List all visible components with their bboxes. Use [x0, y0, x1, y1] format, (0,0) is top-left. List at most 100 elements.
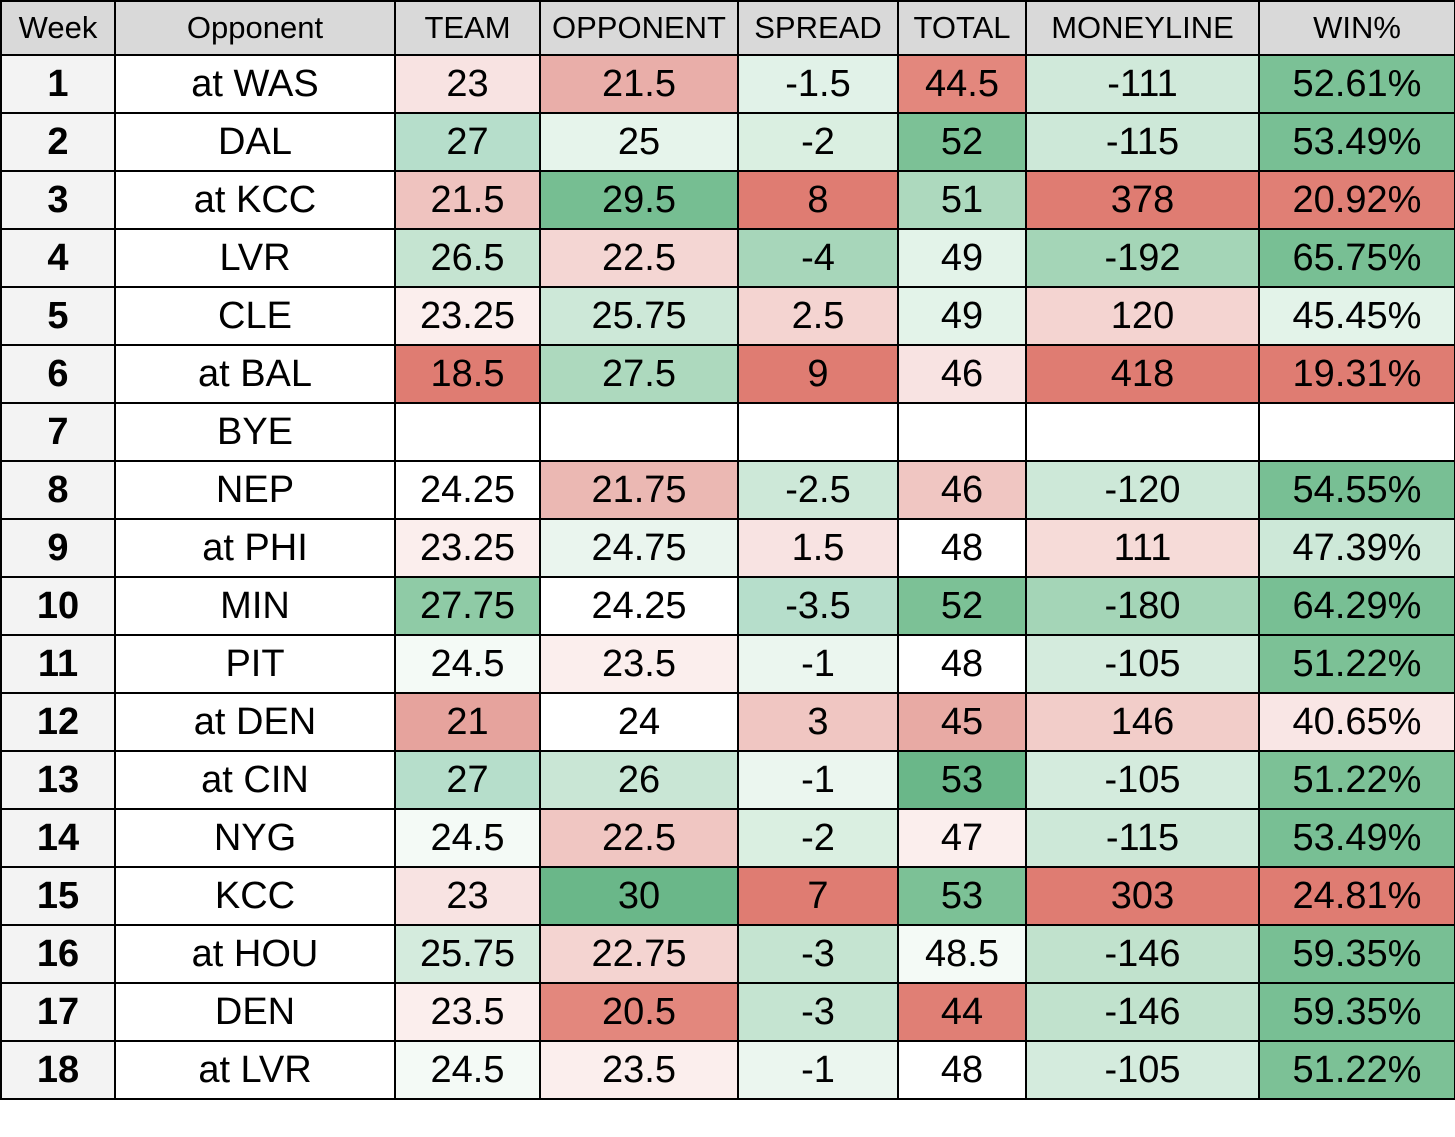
- week-cell: 14: [0, 808, 116, 868]
- moneyline-cell: 146: [1025, 692, 1260, 752]
- win-pct-cell: 54.55%: [1258, 460, 1455, 520]
- spread-cell: 2.5: [737, 286, 899, 346]
- win-pct-cell: 53.49%: [1258, 808, 1455, 868]
- total-cell: 53: [897, 750, 1027, 810]
- team-cell: 23.5: [394, 982, 541, 1042]
- win-pct-cell: 19.31%: [1258, 344, 1455, 404]
- moneyline-cell: [1025, 402, 1260, 462]
- week-cell: 12: [0, 692, 116, 752]
- win-pct-cell: 59.35%: [1258, 924, 1455, 984]
- header-moneyline: MONEYLINE: [1025, 0, 1260, 56]
- win-pct-cell: 65.75%: [1258, 228, 1455, 288]
- opponent-cell: at KCC: [114, 170, 396, 230]
- spread-cell: -1: [737, 1040, 899, 1100]
- opponent-score-cell: 30: [539, 866, 739, 926]
- table-row: 11 PIT 24.5 23.5 -1 48 -105 51.22%: [0, 634, 1455, 694]
- team-cell: 24.25: [394, 460, 541, 520]
- total-cell: 49: [897, 228, 1027, 288]
- opponent-cell: at BAL: [114, 344, 396, 404]
- header-week: Week: [0, 0, 116, 56]
- opponent-score-cell: 22.5: [539, 228, 739, 288]
- team-cell: 18.5: [394, 344, 541, 404]
- spread-cell: [737, 402, 899, 462]
- win-pct-cell: 53.49%: [1258, 112, 1455, 172]
- win-pct-cell: 20.92%: [1258, 170, 1455, 230]
- moneyline-cell: -146: [1025, 982, 1260, 1042]
- table-row: 15 KCC 23 30 7 53 303 24.81%: [0, 866, 1455, 926]
- opponent-cell: NYG: [114, 808, 396, 868]
- opponent-cell: NEP: [114, 460, 396, 520]
- opponent-cell: at CIN: [114, 750, 396, 810]
- opponent-score-cell: 21.5: [539, 54, 739, 114]
- opponent-score-cell: 21.75: [539, 460, 739, 520]
- win-pct-cell: 45.45%: [1258, 286, 1455, 346]
- week-cell: 2: [0, 112, 116, 172]
- opponent-cell: at PHI: [114, 518, 396, 578]
- team-cell: 27: [394, 112, 541, 172]
- win-pct-cell: 47.39%: [1258, 518, 1455, 578]
- week-cell: 17: [0, 982, 116, 1042]
- total-cell: 44.5: [897, 54, 1027, 114]
- win-pct-cell: 59.35%: [1258, 982, 1455, 1042]
- total-cell: 45: [897, 692, 1027, 752]
- team-cell: 23.25: [394, 518, 541, 578]
- week-cell: 18: [0, 1040, 116, 1100]
- team-cell: 23: [394, 866, 541, 926]
- total-cell: 52: [897, 112, 1027, 172]
- team-cell: 24.5: [394, 634, 541, 694]
- table-row: 12 at DEN 21 24 3 45 146 40.65%: [0, 692, 1455, 752]
- moneyline-cell: -105: [1025, 634, 1260, 694]
- week-cell: 11: [0, 634, 116, 694]
- moneyline-cell: 418: [1025, 344, 1260, 404]
- total-cell: 47: [897, 808, 1027, 868]
- week-cell: 16: [0, 924, 116, 984]
- table-row: 14 NYG 24.5 22.5 -2 47 -115 53.49%: [0, 808, 1455, 868]
- win-pct-cell: 51.22%: [1258, 634, 1455, 694]
- opponent-score-cell: 24.75: [539, 518, 739, 578]
- team-cell: 25.75: [394, 924, 541, 984]
- win-pct-cell: 64.29%: [1258, 576, 1455, 636]
- team-cell: 27.75: [394, 576, 541, 636]
- opponent-score-cell: 24: [539, 692, 739, 752]
- team-cell: [394, 402, 541, 462]
- week-cell: 13: [0, 750, 116, 810]
- week-cell: 10: [0, 576, 116, 636]
- week-cell: 9: [0, 518, 116, 578]
- opponent-cell: KCC: [114, 866, 396, 926]
- moneyline-cell: -192: [1025, 228, 1260, 288]
- header-win-pct: WIN%: [1258, 0, 1455, 56]
- table-row: 6 at BAL 18.5 27.5 9 46 418 19.31%: [0, 344, 1455, 404]
- win-pct-cell: [1258, 402, 1455, 462]
- moneyline-cell: -105: [1025, 1040, 1260, 1100]
- header-row: Week Opponent TEAM OPPONENT SPREAD TOTAL…: [0, 0, 1455, 56]
- table-row: 5 CLE 23.25 25.75 2.5 49 120 45.45%: [0, 286, 1455, 346]
- team-cell: 24.5: [394, 808, 541, 868]
- spread-cell: -3.5: [737, 576, 899, 636]
- team-cell: 26.5: [394, 228, 541, 288]
- table-row: 8 NEP 24.25 21.75 -2.5 46 -120 54.55%: [0, 460, 1455, 520]
- spread-cell: -1.5: [737, 54, 899, 114]
- opponent-cell: at WAS: [114, 54, 396, 114]
- opponent-score-cell: 25.75: [539, 286, 739, 346]
- team-cell: 27: [394, 750, 541, 810]
- moneyline-cell: -115: [1025, 112, 1260, 172]
- total-cell: 49: [897, 286, 1027, 346]
- total-cell: 48: [897, 1040, 1027, 1100]
- opponent-score-cell: 20.5: [539, 982, 739, 1042]
- win-pct-cell: 51.22%: [1258, 1040, 1455, 1100]
- header-opponent-score: OPPONENT: [539, 0, 739, 56]
- opponent-score-cell: 29.5: [539, 170, 739, 230]
- opponent-score-cell: 25: [539, 112, 739, 172]
- total-cell: 44: [897, 982, 1027, 1042]
- moneyline-cell: -111: [1025, 54, 1260, 114]
- win-pct-cell: 51.22%: [1258, 750, 1455, 810]
- spread-cell: 8: [737, 170, 899, 230]
- spread-cell: 9: [737, 344, 899, 404]
- total-cell: 48: [897, 518, 1027, 578]
- spread-cell: -2: [737, 112, 899, 172]
- spread-cell: -3: [737, 982, 899, 1042]
- team-cell: 23.25: [394, 286, 541, 346]
- table-row: 9 at PHI 23.25 24.75 1.5 48 111 47.39%: [0, 518, 1455, 578]
- opponent-cell: PIT: [114, 634, 396, 694]
- spread-cell: -1: [737, 634, 899, 694]
